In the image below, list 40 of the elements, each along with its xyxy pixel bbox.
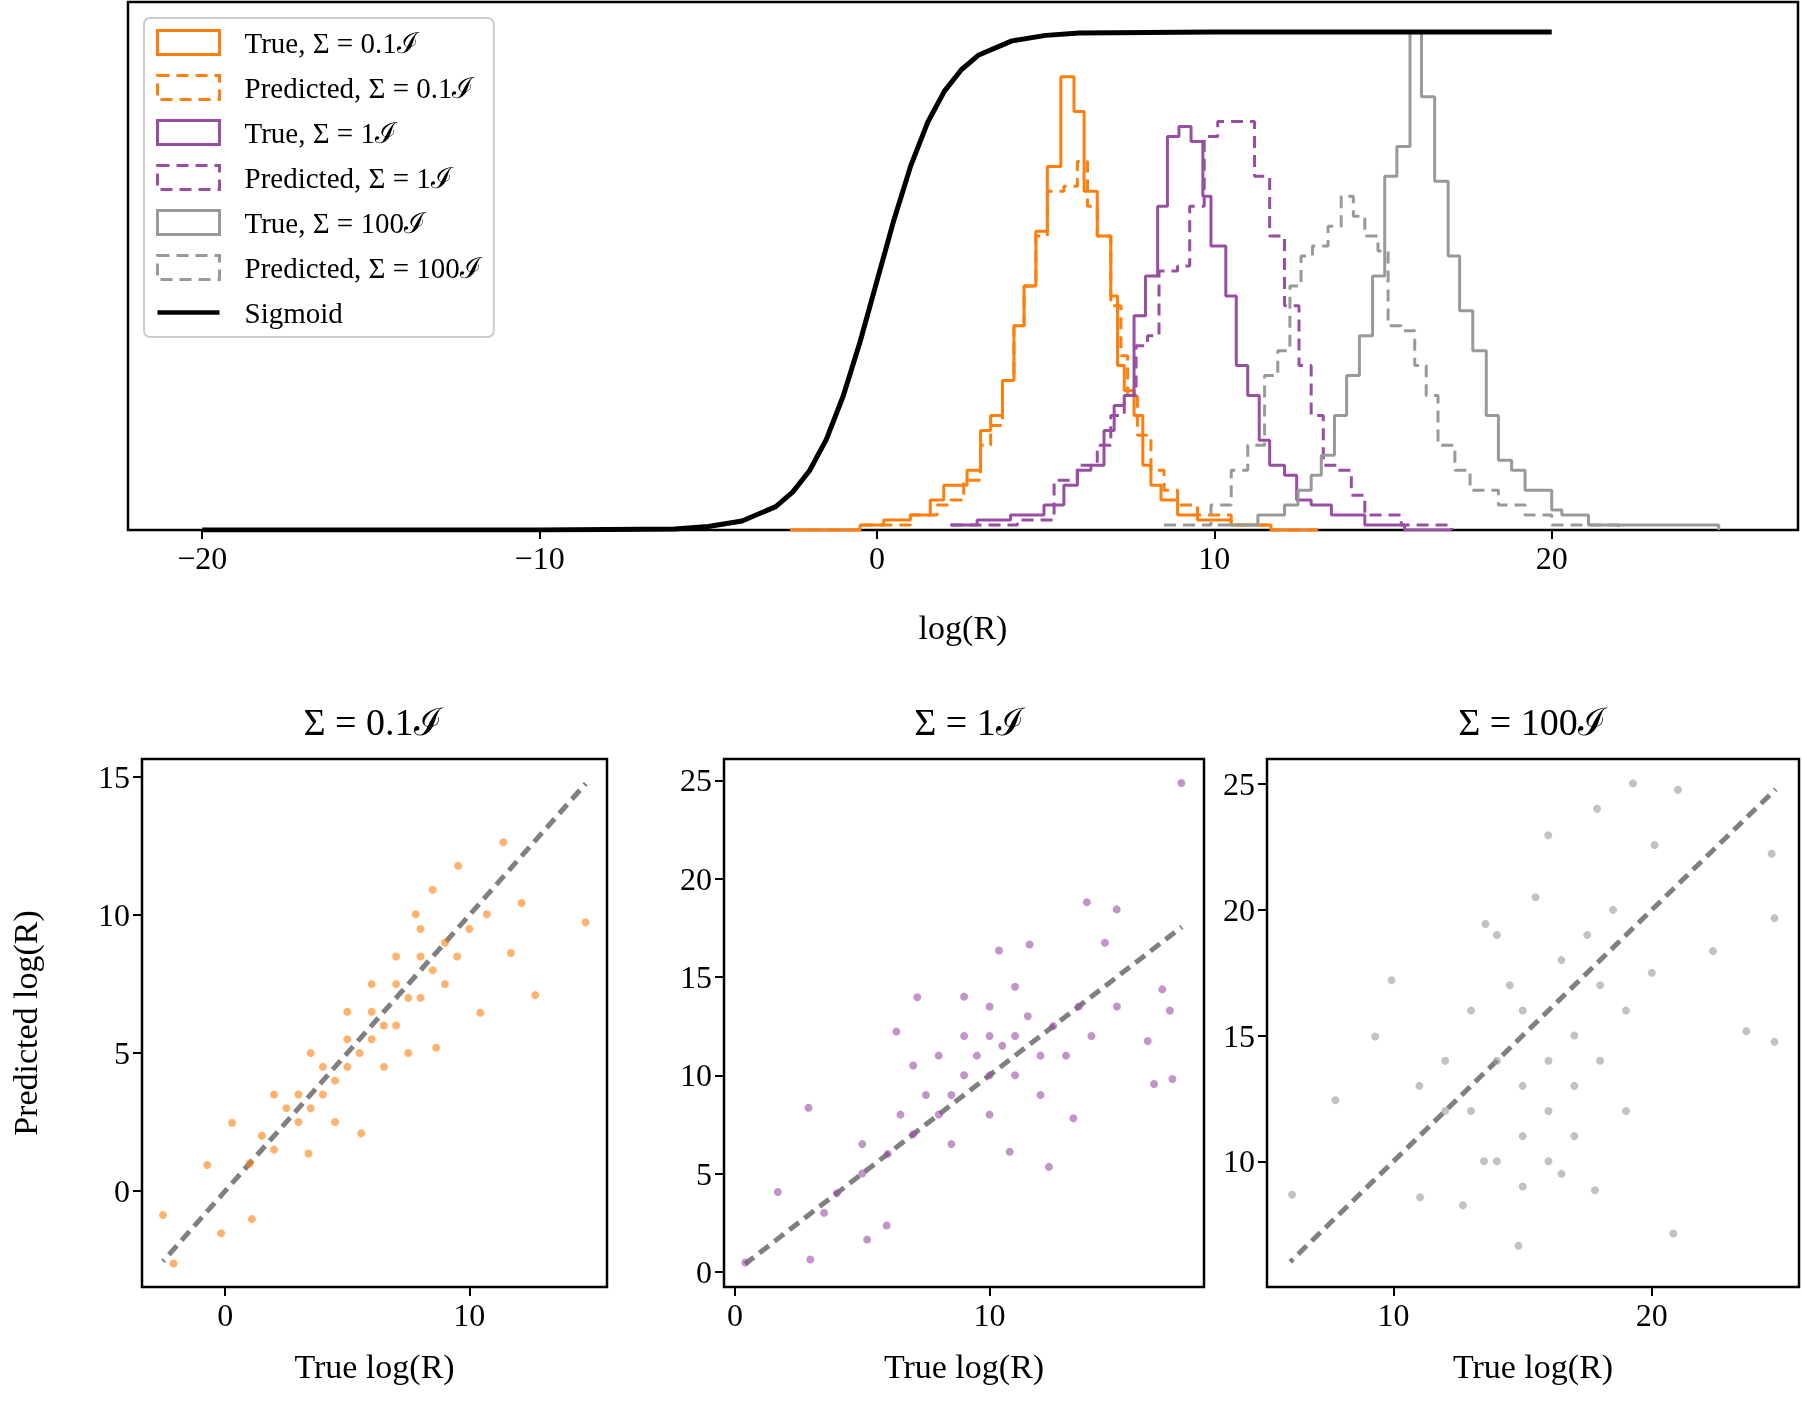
- x-tick-label: 0: [868, 540, 885, 576]
- y-tick-label: 5: [696, 1155, 712, 1192]
- x-tick-label: −20: [177, 540, 228, 576]
- y-tick-label: 20: [680, 860, 712, 897]
- y-axis-title: Predicted log(R): [6, 910, 45, 1136]
- x-tick-label: 0: [726, 1297, 743, 1333]
- y-tick-label: 0: [696, 1253, 712, 1290]
- legend-label: True, Σ = 1ℐ: [244, 116, 398, 149]
- y-tick-label: 10: [680, 1057, 712, 1094]
- y-tick-label: 20: [1223, 891, 1255, 928]
- y-tick-label: 10: [98, 897, 130, 934]
- x-axis-title: True log(R): [294, 1347, 455, 1386]
- y-tick-label: 15: [680, 959, 712, 995]
- x-axis-title: log(R): [918, 608, 1008, 647]
- x-tick-label: 10: [453, 1297, 486, 1333]
- legend-label: True, Σ = 0.1ℐ: [244, 26, 420, 59]
- legend-label: True, Σ = 100ℐ: [244, 206, 427, 239]
- legend-label: Predicted, Σ = 0.1ℐ: [244, 71, 476, 104]
- legend-label: Predicted, Σ = 100ℐ: [244, 251, 483, 284]
- chart-title: Σ = 100ℐ: [1458, 701, 1608, 743]
- chart-title: Σ = 1ℐ: [914, 701, 1026, 743]
- y-tick-label: 15: [1223, 1017, 1255, 1054]
- y-tick-label: 10: [1223, 1143, 1255, 1180]
- legend-label: Sigmoid: [244, 296, 344, 329]
- x-tick-label: 20: [1535, 540, 1568, 576]
- x-tick-label: 20: [1635, 1297, 1668, 1333]
- chart-title: Σ = 0.1ℐ: [303, 701, 444, 743]
- x-tick-label: 10: [1377, 1297, 1410, 1333]
- y-tick-label: 25: [680, 762, 712, 799]
- y-tick-label: 15: [98, 759, 130, 796]
- legend-label: Predicted, Σ = 1ℐ: [244, 161, 454, 194]
- y-tick-label: 25: [1223, 766, 1255, 803]
- x-tick-label: −10: [514, 540, 565, 576]
- y-tick-label: 0: [114, 1173, 130, 1209]
- x-axis-title: True log(R): [883, 1347, 1045, 1386]
- x-tick-label: 10: [973, 1297, 1006, 1333]
- x-tick-label: 0: [217, 1297, 234, 1333]
- x-tick-label: 10: [1198, 540, 1231, 576]
- x-axis-title: True log(R): [1452, 1347, 1614, 1386]
- y-tick-label: 5: [114, 1035, 130, 1072]
